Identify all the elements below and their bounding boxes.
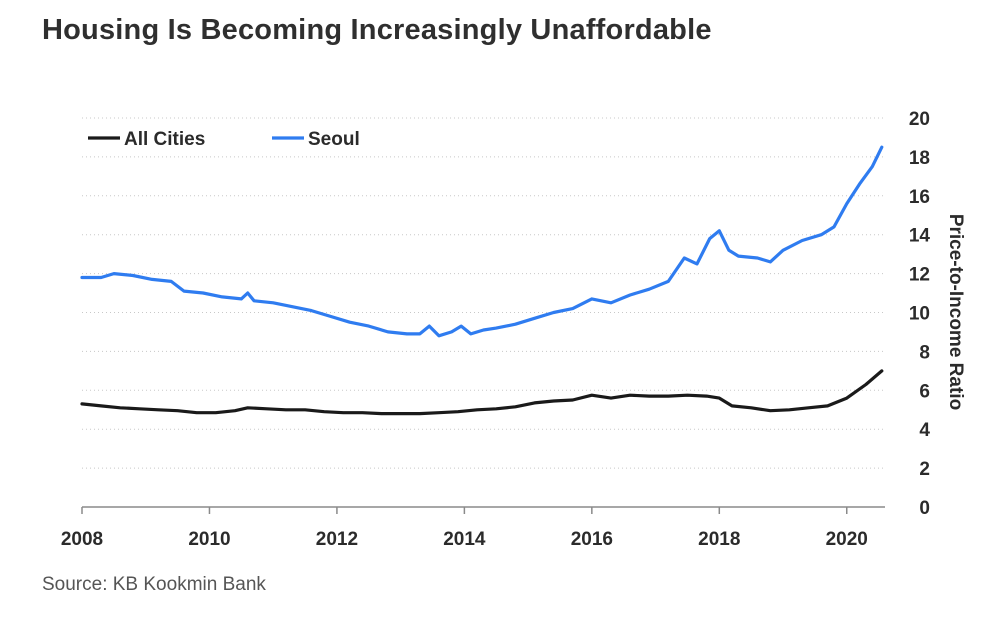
series-line-seoul xyxy=(80,145,884,338)
x-tick-label: 2020 xyxy=(826,529,868,550)
x-tick-label: 2018 xyxy=(698,529,740,550)
x-tick-label: 2014 xyxy=(443,529,486,550)
legend-label: Seoul xyxy=(308,129,360,150)
x-tick-label: 2016 xyxy=(571,529,613,550)
y-tick-label: 6 xyxy=(919,381,930,402)
y-axis-label: Price-to-Income Ratio xyxy=(945,214,966,410)
x-tick-label: 2012 xyxy=(316,529,358,550)
legend: All Cities Seoul xyxy=(88,129,360,150)
y-tick-label: 12 xyxy=(909,265,930,286)
series-lines xyxy=(80,145,884,416)
source-note: Source: KB Kookmin Bank xyxy=(42,574,266,595)
y-tick-label: 0 xyxy=(919,498,930,519)
y-tick-label: 2 xyxy=(919,459,930,480)
x-tick-label: 2008 xyxy=(61,529,103,550)
y-tick-label: 10 xyxy=(909,304,930,325)
y-tick-label: 20 xyxy=(909,109,930,130)
y-tick-label: 18 xyxy=(909,148,930,169)
y-tick-label: 16 xyxy=(909,187,930,208)
y-tick-label: 14 xyxy=(909,226,931,247)
chart-title: Housing Is Becoming Increasingly Unaffor… xyxy=(42,14,712,46)
y-tick-label: 4 xyxy=(919,420,930,441)
series-line-all-cities xyxy=(80,369,884,416)
y-tick-label: 8 xyxy=(919,342,930,363)
legend-label: All Cities xyxy=(124,129,205,150)
x-tick-label: 2010 xyxy=(188,529,230,550)
axes: 0 2 4 6 8 10 12 14 16 18 20 2008 2010 2012 2014 2016 201… xyxy=(61,109,931,550)
